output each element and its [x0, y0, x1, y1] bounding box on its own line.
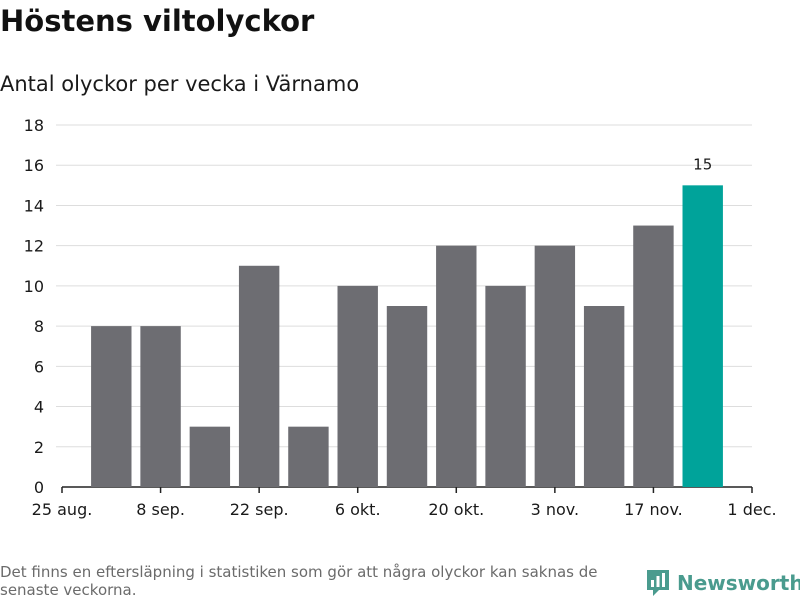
footnote: Det finns en eftersläpning i statistiken… — [0, 563, 598, 599]
y-tick-label-5: 10 — [24, 277, 44, 296]
bar-15-sep — [189, 426, 231, 487]
bar-27-okt — [485, 285, 526, 487]
bar-3-nov — [534, 245, 576, 487]
y-tick-label-2: 4 — [34, 398, 44, 417]
y-tick-label-3: 6 — [34, 357, 44, 376]
brand[interactable]: Newsworthy — [645, 568, 800, 598]
bar-8-sep — [140, 326, 181, 487]
x-tick-label-3: 6 okt. — [335, 500, 381, 519]
bar-13-okt — [386, 306, 428, 487]
bar-1-sep — [91, 326, 132, 487]
y-tick-label-4: 8 — [34, 317, 44, 336]
bar-20-okt — [436, 245, 477, 487]
y-tick-label-1: 2 — [34, 438, 44, 457]
data-label-12: 15 — [693, 155, 712, 173]
bar-17-nov — [633, 225, 674, 488]
x-tick-label-0: 25 aug. — [32, 500, 93, 519]
bar-10-nov — [583, 306, 625, 487]
x-tick-label-7: 1 dec. — [727, 500, 776, 519]
x-tick-label-2: 22 sep. — [230, 500, 289, 519]
y-tick-label-0: 0 — [34, 478, 44, 497]
bar-6-okt — [337, 285, 378, 487]
bar-chart: 0 2 4 6 8 10 12 14 16 18 15 25 aug. 8 sep. 22 sep. 6 o… — [24, 116, 777, 519]
x-tick-label-5: 3 nov. — [531, 500, 580, 519]
y-tick-label-9: 18 — [24, 116, 44, 135]
bar-24-nov — [682, 185, 723, 488]
chart-title: Höstens viltolyckor — [0, 4, 315, 38]
brand-name: Newsworthy — [677, 571, 800, 595]
y-tick-label-8: 16 — [24, 156, 44, 175]
y-tick-label-7: 14 — [24, 196, 44, 215]
bar-22-sep — [238, 265, 280, 487]
x-tick-label-4: 20 okt. — [428, 500, 484, 519]
x-tick-label-6: 17 nov. — [624, 500, 683, 519]
y-tick-label-6: 12 — [24, 237, 44, 256]
x-tick-label-1: 8 sep. — [136, 500, 185, 519]
chart-subtitle: Antal olyckor per vecka i Värnamo — [0, 72, 360, 96]
newsworthy-logo-icon — [647, 570, 669, 596]
bar-29-sep — [288, 426, 329, 487]
